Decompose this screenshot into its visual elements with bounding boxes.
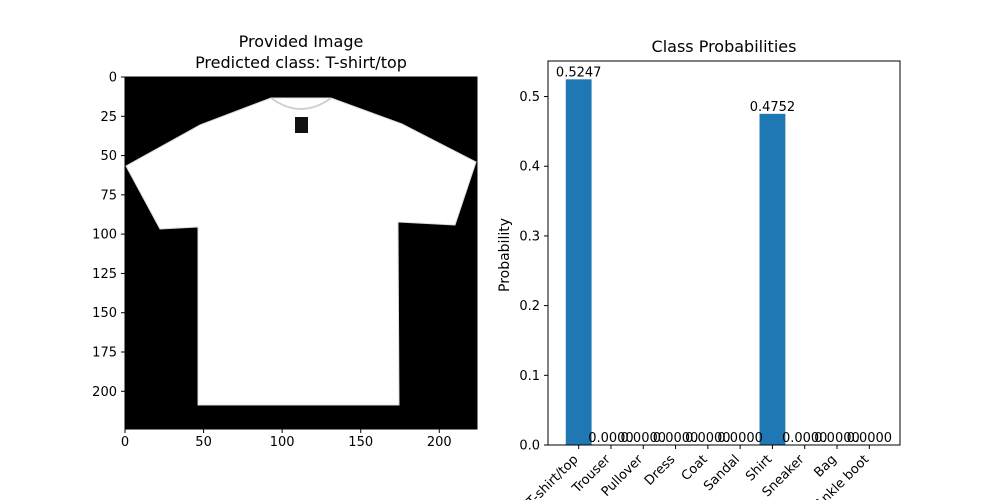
tshirt-label — [295, 117, 308, 133]
bar-value-label: 0.0000 — [685, 431, 731, 446]
bar-value-label: 0.0000 — [782, 431, 828, 446]
image-x-tick-label: 0 — [121, 435, 129, 450]
chart-x-tick-label: Sandal — [701, 452, 743, 494]
image-y-tick-label: 175 — [92, 346, 117, 361]
bar-value-label: 0.0000 — [847, 431, 893, 446]
y-axis-label: Probability — [497, 218, 513, 292]
bar-value-label: 0.5247 — [556, 65, 602, 80]
image-x-axis: 0 50 100 150 200 — [121, 429, 452, 450]
chart-x-tick-label: Dress — [642, 452, 679, 489]
image-x-tick-label: 100 — [270, 435, 295, 450]
image-y-tick-label: 50 — [100, 149, 117, 164]
image-axes-frame — [124, 76, 478, 430]
bars — [565, 79, 786, 445]
bar — [759, 113, 786, 445]
bar-value-label: 0.0000 — [717, 431, 763, 446]
bar-value-label: 0.0000 — [653, 431, 699, 446]
chart-axes-frame — [547, 60, 901, 446]
image-y-tick-label: 0 — [109, 71, 117, 86]
image-y-tick-label: 75 — [100, 188, 117, 203]
chart-y-tick-label: 0.3 — [519, 229, 540, 244]
image-y-tick-label: 100 — [92, 228, 117, 243]
chart-y-axis: 0.0 0.1 0.2 0.3 0.4 0.5 — [519, 90, 548, 454]
image-x-tick-label: 200 — [427, 435, 452, 450]
image-panel: Provided Image Predicted class: T-shirt/… — [92, 32, 478, 450]
chart-y-tick-label: 0.4 — [519, 160, 540, 175]
chart-x-tick-label: T-shirt/top — [523, 452, 581, 500]
image-x-tick-label: 150 — [348, 435, 373, 450]
image-y-tick-label: 200 — [92, 385, 117, 400]
tshirt-collar — [270, 97, 332, 110]
image-y-axis: 0 25 50 75 100 125 150 175 200 — [92, 71, 125, 400]
chart-y-tick-label: 0.2 — [519, 299, 540, 314]
bar-value-labels: 0.52470.00000.00000.00000.00000.00000.47… — [556, 65, 892, 446]
chart-title: Class Probabilities — [652, 37, 797, 56]
chart-y-tick-label: 0.1 — [519, 369, 540, 384]
image-y-tick-label: 25 — [100, 110, 117, 125]
image-y-tick-label: 125 — [92, 267, 117, 282]
bar-value-label: 0.4752 — [750, 100, 796, 115]
bar-value-label: 0.0000 — [588, 431, 634, 446]
chart-x-tick-label: Bag — [811, 452, 839, 480]
bar-chart-panel: Class Probabilities Probability 0.5247 0.… — [497, 37, 901, 500]
bar-value-label: 0.0000 — [814, 431, 860, 446]
image-title-line-1: Provided Image — [239, 32, 364, 51]
bar — [565, 79, 592, 445]
tshirt-image — [125, 77, 477, 429]
chart-y-tick-label: 0.0 — [519, 439, 540, 454]
chart-y-tick-label: 0.5 — [519, 90, 540, 105]
bar-value-label: 0.0000 — [621, 431, 667, 446]
image-x-tick-label: 50 — [195, 435, 212, 450]
image-title-line-2: Predicted class: T-shirt/top — [195, 53, 407, 72]
image-y-tick-label: 150 — [92, 306, 117, 321]
